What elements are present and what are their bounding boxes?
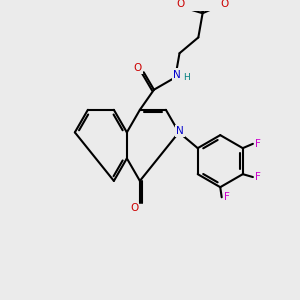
- Text: F: F: [224, 192, 230, 202]
- Text: O: O: [130, 203, 138, 213]
- Text: O: O: [133, 63, 142, 73]
- Text: N: N: [173, 70, 181, 80]
- Text: F: F: [255, 139, 261, 149]
- Text: O: O: [176, 0, 184, 8]
- Text: H: H: [183, 73, 190, 82]
- Text: N: N: [176, 126, 184, 136]
- Text: F: F: [255, 172, 261, 182]
- Text: O: O: [221, 0, 229, 9]
